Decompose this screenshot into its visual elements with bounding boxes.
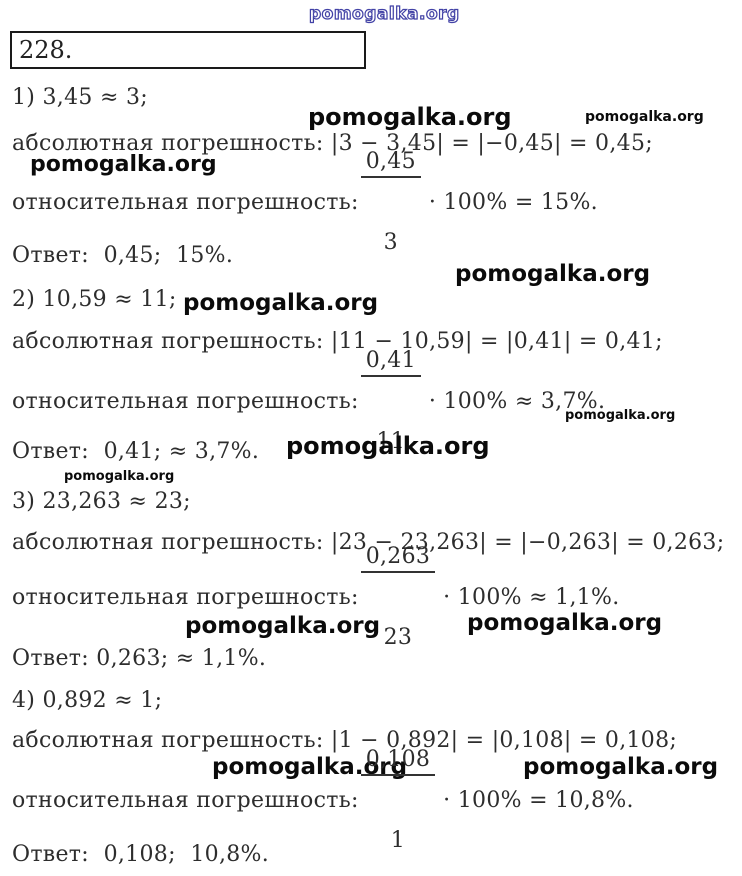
watermark: pomogalka.org [308,103,512,131]
relative-error-label: относительная погрешность: [12,388,359,414]
part-3-relative-error: относительная погрешность: 0,263 23 · 10… [12,544,620,650]
watermark: pomogalka.org [455,261,651,287]
part-3-heading: 3) 23,263 ≈ 23; [12,489,191,514]
site-watermark-header: pomogalka.org [308,3,460,24]
relative-error-result: · 100% ≈ 3,7%. [428,388,606,414]
part-2-relative-error: относительная погрешность: 0,41 11 · 100… [12,348,606,454]
fraction-numerator: 0,108 [360,747,436,776]
watermark: pomogalka.org [467,610,663,636]
watermark: pomogalka.org [212,754,408,780]
watermark: pomogalka.org [565,408,676,423]
part-4-answer: Ответ: 0,108; 10,8%. [12,842,270,867]
part-4-heading: 4) 0,892 ≈ 1; [12,688,163,713]
part-2-heading: 2) 10,59 ≈ 11; [12,287,177,312]
part-1-heading: 1) 3,45 ≈ 3; [12,85,148,110]
relative-error-label: относительная погрешность: [12,189,359,215]
relative-error-result: · 100% = 15%. [428,189,598,215]
relative-error-label: относительная погрешность: [12,584,359,610]
watermark: pomogalka.org [183,290,379,316]
watermark: pomogalka.org [185,613,381,639]
fraction-numerator: 0,263 [360,544,436,573]
part-2-absolute-error: абсолютная погрешность: |11 − 10,59| = |… [12,329,663,354]
fraction: 0,45 3 [360,99,421,305]
watermark: pomogalka.org [585,109,704,125]
watermark: pomogalka.org [64,469,175,484]
relative-error-label: относительная погрешность: [12,787,359,813]
watermark: pomogalka.org [286,432,490,460]
problem-number-box: 228. [10,31,366,69]
part-3-answer: Ответ: 0,263; ≈ 1,1%. [12,646,267,671]
part-2-answer: Ответ: 0,41; ≈ 3,7%. [12,439,260,464]
fraction-denominator: 23 [383,625,413,650]
fraction-denominator: 11 [376,429,406,454]
part-4-relative-error: относительная погрешность: 0,108 1 · 100… [12,747,634,853]
relative-error-result: · 100% = 10,8%. [443,787,634,813]
fraction-denominator: 3 [383,230,398,255]
part-4-absolute-error: абсолютная погрешность: |1 − 0,892| = |0… [12,728,678,753]
fraction: 0,41 11 [360,298,421,504]
part-1-answer: Ответ: 0,45; 15%. [12,243,234,268]
part-1-absolute-error: абсолютная погрешность: |3 − 3,45| = |−0… [12,131,653,156]
watermark: pomogalka.org [30,152,217,177]
relative-error-result: · 100% ≈ 1,1%. [443,584,620,610]
problem-number: 228. [19,36,73,64]
fraction-numerator: 0,45 [360,149,421,178]
fraction: 0,108 1 [360,697,436,876]
part-3-absolute-error: абсолютная погрешность: |23 − 23,263| = … [12,530,725,555]
watermark: pomogalka.org [523,754,719,780]
part-1-relative-error: относительная погрешность: 0,45 3 · 100%… [12,149,598,255]
fraction-denominator: 1 [390,828,406,853]
fraction: 0,263 23 [360,494,436,700]
fraction-numerator: 0,41 [360,348,421,377]
